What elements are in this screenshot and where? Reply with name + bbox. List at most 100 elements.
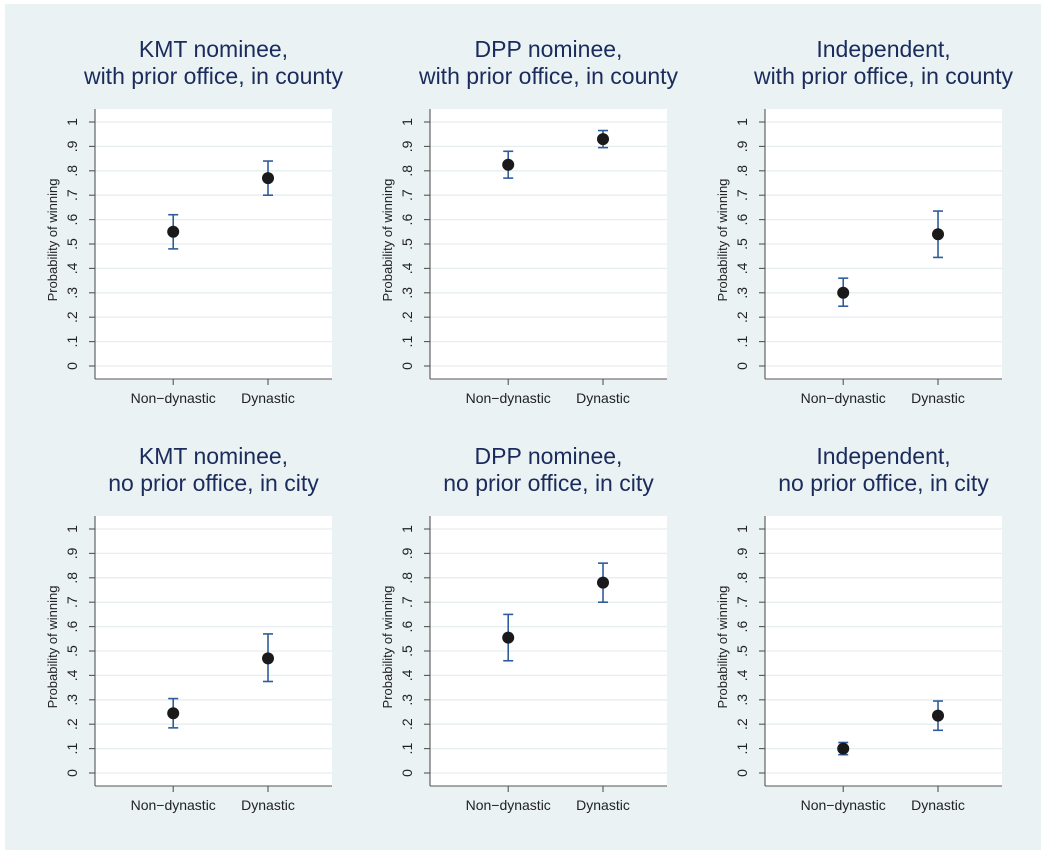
x-tick-label: Dynastic <box>241 797 295 813</box>
y-tick-label: .8 <box>64 572 80 584</box>
chart-panel: KMT nominee,no prior office, in city 0 .1.… <box>45 443 332 813</box>
y-tick-label: .8 <box>734 572 750 584</box>
y-tick-label: .6 <box>399 621 415 633</box>
point-estimate <box>167 225 180 238</box>
y-tick-label: 0 <box>734 769 750 777</box>
y-tick-label: .6 <box>734 214 750 226</box>
x-tick-label: Dynastic <box>241 390 295 406</box>
y-tick-label: .5 <box>64 645 80 657</box>
y-tick-label: .5 <box>399 645 415 657</box>
chart-panel: DPP nominee,with prior office, in county… <box>380 36 679 406</box>
y-tick-label: .2 <box>64 311 80 323</box>
y-tick-label: .3 <box>399 287 415 299</box>
y-tick-label: .4 <box>64 262 80 274</box>
y-tick-label: .5 <box>734 645 750 657</box>
panel-title-line: KMT nominee, <box>139 443 288 469</box>
y-axis-title: Probability of winning <box>715 586 730 709</box>
y-tick-label: 1 <box>734 525 750 533</box>
y-tick-label: .6 <box>64 214 80 226</box>
panel-title-line: no prior office, in city <box>443 470 654 496</box>
y-tick-label: .9 <box>64 547 80 559</box>
x-tick-label: Non−dynastic <box>801 390 886 406</box>
point-estimate <box>597 576 610 589</box>
y-tick-label: 0 <box>64 362 80 370</box>
chart-grid: KMT nominee,with prior office, in county… <box>45 36 1014 813</box>
y-tick-label: .2 <box>734 718 750 730</box>
y-tick-label: .5 <box>64 238 80 250</box>
point-estimate <box>262 652 275 665</box>
panel-title-line: with prior office, in county <box>418 63 679 89</box>
y-tick-label: .5 <box>399 238 415 250</box>
x-tick-label: Non−dynastic <box>131 390 216 406</box>
y-axis-title: Probability of winning <box>380 179 395 302</box>
y-tick-label: 0 <box>64 769 80 777</box>
y-tick-label: .7 <box>64 596 80 608</box>
y-tick-label: 1 <box>399 118 415 126</box>
y-tick-label: .9 <box>734 140 750 152</box>
y-tick-label: .4 <box>734 262 750 274</box>
point-estimate <box>502 631 515 644</box>
y-tick-label: .1 <box>734 743 750 755</box>
y-axis-title: Probability of winning <box>45 179 60 302</box>
point-estimate <box>262 172 275 185</box>
chart-panel: Independent,with prior office, in county… <box>715 36 1014 406</box>
y-tick-label: .3 <box>734 287 750 299</box>
y-tick-label: .1 <box>399 743 415 755</box>
panel-title-line: with prior office, in county <box>83 63 344 89</box>
y-tick-label: .9 <box>64 140 80 152</box>
panel-title-line: Independent, <box>816 36 950 62</box>
x-tick-label: Dynastic <box>911 797 965 813</box>
y-tick-label: .1 <box>734 336 750 348</box>
y-axis-title: Probability of winning <box>45 586 60 709</box>
point-estimate <box>837 286 850 299</box>
y-tick-label: .7 <box>734 189 750 201</box>
y-tick-label: 0 <box>399 769 415 777</box>
x-tick-label: Dynastic <box>576 390 630 406</box>
y-tick-label: .7 <box>64 189 80 201</box>
point-estimate <box>837 742 850 755</box>
chart-panel: DPP nominee,no prior office, in city 0 .1.… <box>380 443 667 813</box>
y-tick-label: .4 <box>64 669 80 681</box>
y-tick-label: .1 <box>399 336 415 348</box>
y-axis-title: Probability of winning <box>715 179 730 302</box>
y-tick-label: .2 <box>64 718 80 730</box>
y-tick-label: .3 <box>64 694 80 706</box>
panel-title-line: DPP nominee, <box>475 36 623 62</box>
y-tick-label: .2 <box>399 311 415 323</box>
y-tick-label: 1 <box>734 118 750 126</box>
point-estimate <box>167 707 180 720</box>
y-tick-label: .3 <box>64 287 80 299</box>
point-estimate <box>597 133 610 146</box>
point-estimate <box>502 158 515 171</box>
y-tick-label: .7 <box>399 596 415 608</box>
chart-panel: Independent,no prior office, in city 0 .1.… <box>715 443 1002 813</box>
chart-panel: KMT nominee,with prior office, in county… <box>45 36 344 406</box>
y-tick-label: .8 <box>64 165 80 177</box>
y-tick-label: 0 <box>734 362 750 370</box>
y-tick-label: .3 <box>399 694 415 706</box>
figure: KMT nominee, with prior office, in county… <box>5 4 1041 850</box>
y-tick-label: .1 <box>64 336 80 348</box>
panel-title-line: no prior office, in city <box>108 470 319 496</box>
panel-title-line: KMT nominee, <box>139 36 288 62</box>
y-tick-label: .4 <box>399 669 415 681</box>
x-tick-label: Non−dynastic <box>466 390 551 406</box>
y-tick-label: .8 <box>399 165 415 177</box>
y-tick-label: .6 <box>64 621 80 633</box>
x-tick-label: Non−dynastic <box>131 797 216 813</box>
panel-title-line: no prior office, in city <box>778 470 989 496</box>
panel-title-line: DPP nominee, <box>475 443 623 469</box>
point-estimate <box>932 709 945 722</box>
y-tick-label: .8 <box>734 165 750 177</box>
y-tick-label: 1 <box>399 525 415 533</box>
y-tick-label: .7 <box>734 596 750 608</box>
x-tick-label: Non−dynastic <box>801 797 886 813</box>
panel-title-line: with prior office, in county <box>753 63 1014 89</box>
y-tick-label: .1 <box>64 743 80 755</box>
y-tick-label: .2 <box>734 311 750 323</box>
y-tick-label: 1 <box>64 118 80 126</box>
y-tick-label: .6 <box>399 214 415 226</box>
y-tick-label: .6 <box>734 621 750 633</box>
y-tick-label: 0 <box>399 362 415 370</box>
y-tick-label: .5 <box>734 238 750 250</box>
